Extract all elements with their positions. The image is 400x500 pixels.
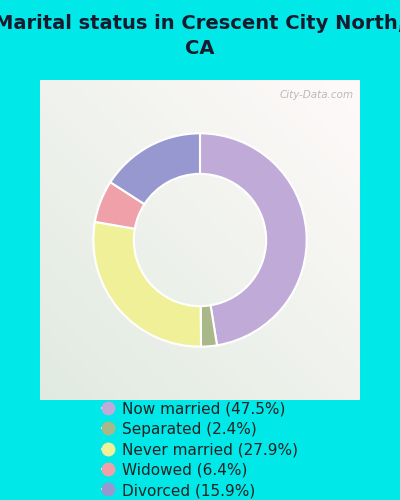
Text: City-Data.com: City-Data.com	[280, 90, 354, 100]
Wedge shape	[200, 134, 307, 346]
Wedge shape	[110, 134, 200, 204]
Wedge shape	[201, 306, 217, 346]
Wedge shape	[93, 222, 201, 346]
Text: Marital status in Crescent City North,
CA: Marital status in Crescent City North, C…	[0, 14, 400, 58]
Legend: Now married (47.5%), Separated (2.4%), Never married (27.9%), Widowed (6.4%), Di: Now married (47.5%), Separated (2.4%), N…	[98, 397, 302, 500]
Wedge shape	[95, 182, 144, 228]
